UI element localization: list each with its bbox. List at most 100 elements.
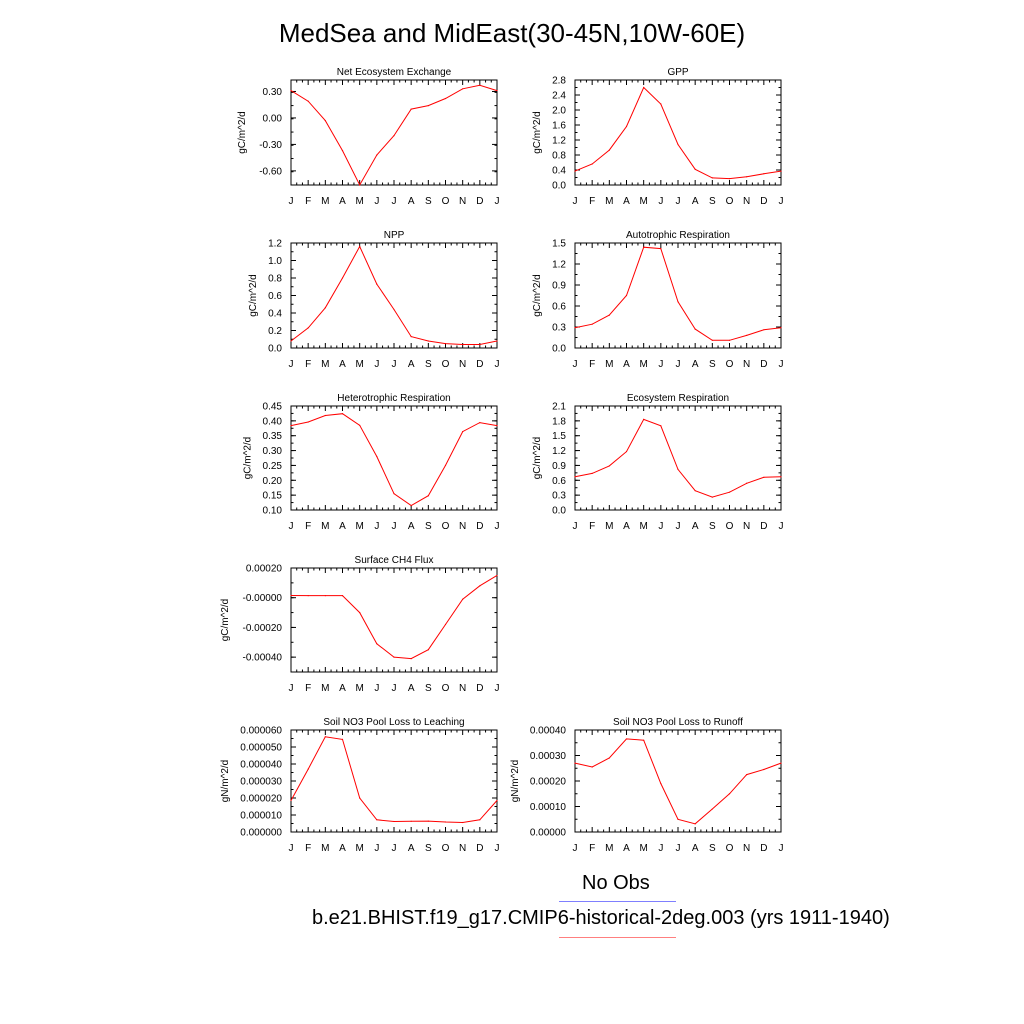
data-point <box>427 820 429 822</box>
x-tick-label: J <box>676 521 681 532</box>
y-tick-label: 0.000030 <box>240 777 282 788</box>
data-point <box>290 799 292 802</box>
data-point <box>307 595 309 597</box>
data-point <box>711 496 713 498</box>
x-tick-label: J <box>289 843 294 854</box>
data-point <box>341 277 344 279</box>
data-point <box>763 476 765 478</box>
data-point <box>625 738 628 740</box>
data-point <box>410 108 412 110</box>
y-tick-label: 0.0 <box>552 506 566 517</box>
y-tick-label: 0.6 <box>552 302 566 313</box>
series-line <box>290 413 498 507</box>
data-point <box>746 482 748 484</box>
data-point <box>444 343 447 345</box>
data-point <box>608 149 610 151</box>
x-tick-label: M <box>605 521 613 532</box>
x-tick-label: S <box>425 683 432 694</box>
data-point <box>290 425 292 427</box>
x-tick-label: S <box>425 196 432 207</box>
data-point <box>307 100 309 102</box>
chart-panel: J F M A M J J A S O N D J0.000000.000100.000200.0003… <box>510 717 784 854</box>
y-tick-label: 0.30 <box>263 446 283 457</box>
x-tick-label: M <box>355 683 363 694</box>
x-tick-label: A <box>408 521 415 532</box>
legend-model-label: b.e21.BHIST.f19_g17.CMIP6-historical-2de… <box>312 907 890 929</box>
x-tick-label: J <box>289 521 294 532</box>
x-tick-label: J <box>495 683 500 694</box>
x-tick-label: M <box>321 843 329 854</box>
x-tick-label: J <box>392 359 397 370</box>
data-point <box>479 585 481 587</box>
data-point <box>660 103 662 105</box>
x-tick-label: D <box>476 359 483 370</box>
x-tick-label: J <box>573 196 578 207</box>
data-point <box>625 450 628 453</box>
x-tick-label: S <box>425 521 432 532</box>
data-point <box>427 340 429 342</box>
y-tick-label: 0.25 <box>263 461 283 472</box>
data-point <box>496 425 498 427</box>
page-title: MedSea and MidEast(30-45N,10W-60E) <box>278 18 746 48</box>
data-point <box>694 823 696 825</box>
y-tick-label: 1.2 <box>552 446 566 457</box>
data-point <box>694 490 696 492</box>
x-tick-label: D <box>476 521 483 532</box>
plot-frame <box>290 405 498 511</box>
data-point <box>341 595 344 597</box>
data-point <box>763 173 765 175</box>
data-point <box>393 308 395 311</box>
y-tick-label: 1.2 <box>552 136 566 147</box>
y-tick-label: 2.1 <box>552 402 566 413</box>
data-point <box>591 163 593 165</box>
x-tick-label: N <box>743 521 750 532</box>
x-tick-label: F <box>305 196 311 207</box>
x-tick-label: F <box>589 521 595 532</box>
x-tick-label: J <box>779 196 784 207</box>
x-tick-label: J <box>289 683 294 694</box>
x-tick-label: O <box>442 683 450 694</box>
data-point <box>763 768 765 771</box>
data-point <box>444 821 447 823</box>
data-point <box>728 339 731 341</box>
data-point <box>660 248 662 250</box>
data-point <box>728 178 731 180</box>
x-tick-label: S <box>425 843 432 854</box>
chart-title: GPP <box>667 67 688 78</box>
x-tick-label: A <box>339 521 346 532</box>
legend-obs-label: No Obs <box>582 872 650 894</box>
data-point <box>780 762 782 764</box>
chart-panel: J F M A M J J A S O N D J0.100.150.200.250.300.350.4… <box>243 393 500 532</box>
x-tick-label: A <box>623 196 630 207</box>
y-tick-label: 1.0 <box>268 256 282 267</box>
y-axis-label: gN/m^2/d <box>510 760 521 803</box>
data-point <box>410 820 412 822</box>
x-tick-label: F <box>589 359 595 370</box>
data-point <box>341 738 344 740</box>
data-point <box>660 425 662 427</box>
x-tick-label: A <box>623 521 630 532</box>
series-line <box>290 245 498 345</box>
x-tick-label: J <box>676 359 681 370</box>
x-tick-label: J <box>289 359 294 370</box>
x-tick-label: F <box>589 843 595 854</box>
data-point <box>591 472 593 474</box>
data-point <box>574 327 576 329</box>
data-point <box>677 818 679 820</box>
data-point <box>462 88 464 90</box>
data-point <box>376 283 378 285</box>
data-point <box>496 574 498 577</box>
x-tick-label: D <box>760 843 767 854</box>
chart-title: Soil NO3 Pool Loss to Runoff <box>613 717 743 728</box>
x-tick-label: A <box>623 359 630 370</box>
x-tick-label: M <box>605 843 613 854</box>
x-tick-label: F <box>589 196 595 207</box>
chart-panel: J F M A M J J A S O N D J0.00.30.60.91.21.5Autotroph… <box>532 230 783 370</box>
y-tick-label: 0.0 <box>552 181 566 192</box>
y-tick-label: 0.000060 <box>240 726 282 737</box>
x-tick-label: A <box>692 521 699 532</box>
x-tick-label: A <box>408 683 415 694</box>
data-point <box>376 643 378 645</box>
data-point <box>341 413 344 415</box>
x-tick-label: J <box>289 196 294 207</box>
